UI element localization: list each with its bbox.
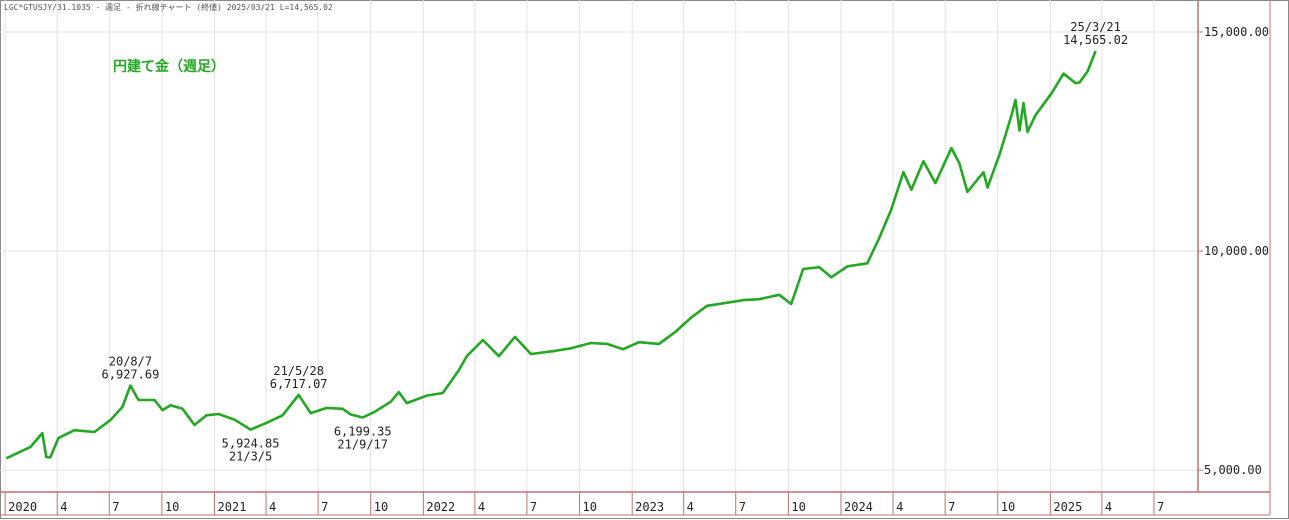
x-tick-label: 7 bbox=[1157, 500, 1164, 514]
x-tick-label: 10 bbox=[374, 500, 388, 514]
chart-title: 円建て金（週足） bbox=[113, 58, 225, 75]
date-label: 21/3/5 bbox=[229, 450, 272, 464]
x-tick-label: 4 bbox=[1105, 500, 1112, 514]
x-tick-label: 4 bbox=[60, 500, 67, 514]
x-tick-label: 10 bbox=[1001, 500, 1015, 514]
x-tick-label: 2023 bbox=[635, 500, 664, 514]
value-label: 14,565.02 bbox=[1063, 33, 1128, 47]
value-label: 6,927.69 bbox=[102, 368, 160, 382]
x-tick-label: 10 bbox=[583, 500, 597, 514]
date-label: 20/8/7 bbox=[109, 355, 152, 369]
x-tick-label: 4 bbox=[896, 500, 903, 514]
x-tick-label: 7 bbox=[530, 500, 537, 514]
x-tick-label: 4 bbox=[269, 500, 276, 514]
x-tick-label: 2024 bbox=[844, 500, 873, 514]
y-tick-label: 5,000.00 bbox=[1204, 463, 1262, 477]
date-label: 25/3/21 bbox=[1070, 20, 1121, 34]
date-label: 21/5/28 bbox=[273, 364, 324, 378]
x-tick-label: 7 bbox=[112, 500, 119, 514]
x-tick-label: 2020 bbox=[8, 500, 37, 514]
x-tick-label: 7 bbox=[739, 500, 746, 514]
x-tick-label: 7 bbox=[948, 500, 955, 514]
price-line bbox=[5, 50, 1097, 460]
y-tick-label: 10,000.00 bbox=[1204, 244, 1269, 258]
x-tick-label: 2022 bbox=[426, 500, 455, 514]
chart-header: LGC*GTUSJY/31.1035 - 週足 - 折れ線チャート (終値) 2… bbox=[4, 2, 333, 12]
date-label: 21/9/17 bbox=[337, 438, 388, 452]
x-tick-label: 2021 bbox=[218, 500, 247, 514]
x-tick-label: 10 bbox=[791, 500, 805, 514]
value-label: 5,924.85 bbox=[222, 437, 280, 451]
x-tick-label: 4 bbox=[687, 500, 694, 514]
x-tick-label: 4 bbox=[478, 500, 485, 514]
y-tick-label: 15,000.00 bbox=[1204, 25, 1269, 39]
x-tick-label: 7 bbox=[321, 500, 328, 514]
x-tick-label: 10 bbox=[165, 500, 179, 514]
value-label: 6,199.35 bbox=[334, 425, 392, 439]
x-tick-label: 2025 bbox=[1053, 500, 1082, 514]
value-label: 6,717.07 bbox=[270, 377, 328, 391]
